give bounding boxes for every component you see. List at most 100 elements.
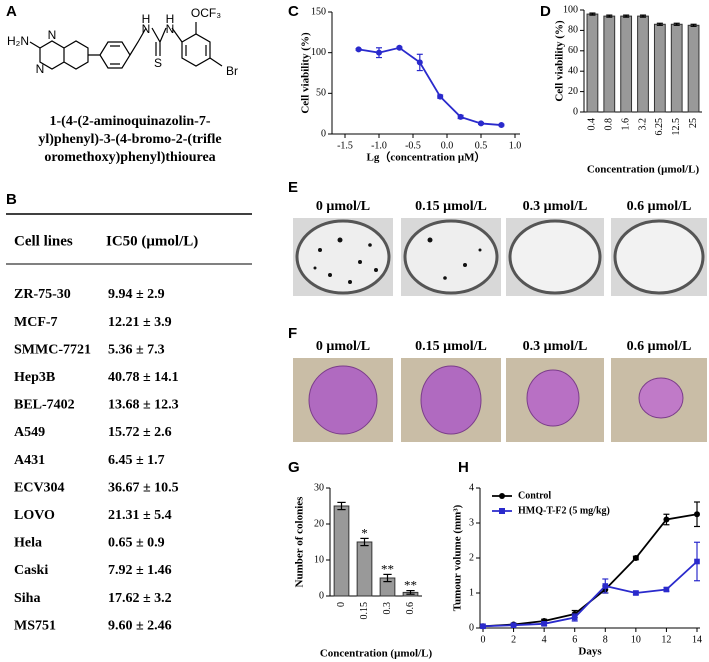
image-label: 0.6 μmol/L [627,339,692,354]
y-tick-label: 100 [563,4,578,15]
table-cell: 13.68 ± 12.3 [108,398,179,413]
atom: N [48,28,57,42]
point [396,44,403,51]
y-tick-label: 80 [568,25,578,36]
y-tick-label: 2 [469,552,474,563]
point [510,622,517,628]
x-axis-label: Days [578,646,602,658]
y-tick-label: 60 [568,45,578,56]
compound-name: 1-(4-(2-aminoquinazolin-7- [50,114,211,129]
table-header: Cell lines [14,233,73,249]
point [694,511,700,518]
y-tick-label: 150 [311,6,326,17]
error-bar [589,12,596,16]
table-cell: BEL-7402 [14,398,75,413]
panel-label: D [540,3,551,20]
y-tick-label: 0 [321,128,326,139]
series-line [482,560,698,628]
bar [333,505,350,597]
x-tick-label: 0.4 [587,118,598,131]
atom: N [36,62,45,76]
table-cell: A431 [14,453,45,468]
table-cell: ECV304 [14,480,65,495]
panel-label: B [6,191,17,208]
dish [508,219,602,295]
image-label: 0.3 μmol/L [523,339,588,354]
y-tick-label: 0 [469,622,474,633]
image-label: 0 μmol/L [316,339,370,354]
x-tick-label: 25 [688,118,699,128]
table-cell: 40.78 ± 14.1 [108,370,179,385]
error-bar [656,22,663,26]
bar [603,15,616,113]
x-tick-label: 10 [631,634,641,645]
point [437,93,444,100]
bar [670,23,683,113]
point [355,46,362,53]
x-tick-label: 12.5 [671,118,682,136]
table-cell: 6.45 ± 1.7 [108,453,165,468]
stain-images [293,358,707,442]
table-cell: 15.72 ± 2.6 [108,425,172,440]
legend-label: HMQ-T-F2 (5 mg/kg) [518,505,610,516]
bond [195,22,223,67]
panel-label: F [288,325,297,342]
table-cell: 17.62 ± 3.2 [108,591,172,606]
x-tick-label: 8 [603,634,608,645]
table-cell: Hep3B [14,370,55,385]
series-line [482,513,698,628]
dish [403,219,499,295]
table-cell: SMMC-7721 [14,342,91,357]
bar [620,15,633,113]
x-tick-label: 4 [542,634,547,645]
y-tick-label: 3 [469,517,474,528]
x-tick-label: -1.5 [337,140,353,151]
table-cell: MS751 [14,618,56,633]
point [633,590,639,596]
table-cell: 9.94 ± 2.9 [108,287,165,302]
error-bar [337,501,346,511]
table-cell: 9.60 ± 2.46 [108,618,172,633]
y-axis-label: Cell viability (%) [300,32,312,114]
table-cell: 7.92 ± 1.46 [108,563,172,578]
dish [613,219,705,295]
image-label: 0.6 μmol/L [627,199,692,214]
x-tick-label: 2 [511,634,516,645]
point [663,516,670,523]
y-axis-label: Tumour volume (mm³) [452,504,464,611]
table-cell: 0.65 ± 0.9 [108,536,165,551]
y-axis-label: Cell viability (%) [554,20,566,102]
colony [526,369,580,427]
x-axis-label: Concentration (μmol/L) [320,648,433,660]
x-tick-label: 12 [661,634,671,645]
x-tick-label: 0.8 [604,118,615,131]
atom: N [142,22,151,36]
error-bar [690,23,697,27]
y-tick-label: 100 [311,47,326,58]
point [457,113,464,120]
legend-marker [499,493,505,499]
y-tick-label: 20 [314,518,324,529]
y-tick-label: 0 [573,106,578,117]
table-cell: ZR-75-30 [14,287,71,302]
panel-label: C [288,3,299,20]
compound-name: oromethoxy)phenyl)thiourea [44,150,215,165]
atom: H₂N [7,34,29,48]
panel-label: E [288,179,298,196]
significance: ** [404,578,417,593]
table-cell: LOVO [14,508,55,523]
point [416,59,423,66]
colonies [313,237,378,284]
aryl [181,33,211,67]
error-bar [623,14,630,18]
point [480,623,486,630]
x-tick-label: -0.5 [405,140,421,151]
point [541,621,547,627]
significance: ** [381,561,394,576]
y-tick-label: 1 [469,587,474,598]
bar [687,24,700,113]
image-label: 0.15 μmol/L [415,199,487,214]
table-cell: 5.36 ± 7.3 [108,342,165,357]
dish [295,219,391,295]
bar [637,15,649,113]
